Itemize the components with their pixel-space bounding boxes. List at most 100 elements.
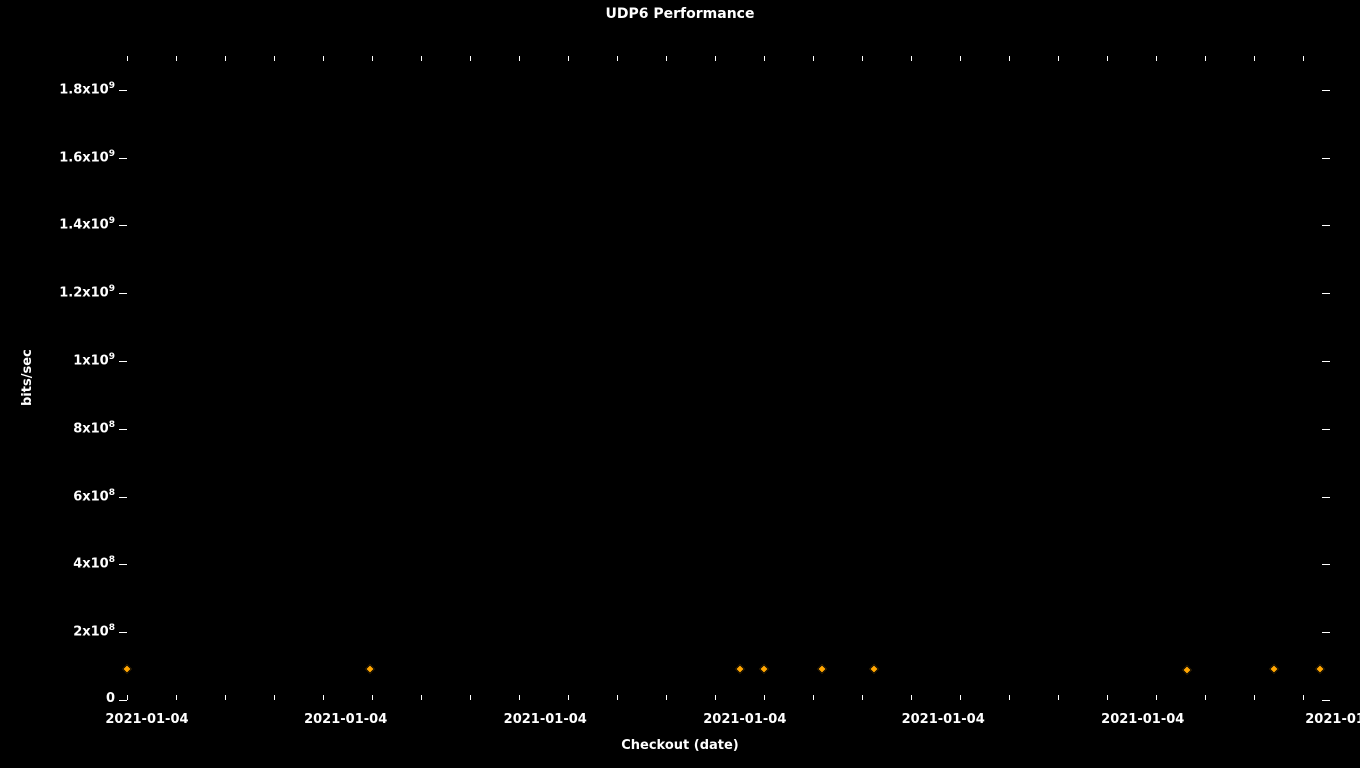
x-minor-tick-top — [127, 56, 128, 61]
y-tick — [119, 632, 127, 633]
x-minor-tick-top — [1205, 56, 1206, 61]
x-minor-tick-bottom — [813, 695, 814, 700]
y-tick-label: 1.4x109 — [59, 216, 115, 232]
x-minor-tick-bottom — [519, 695, 520, 700]
x-minor-tick-top — [1009, 56, 1010, 61]
x-minor-tick-bottom — [127, 695, 128, 700]
y-tick-label: 4x108 — [73, 555, 115, 571]
x-minor-tick-bottom — [470, 695, 471, 700]
y-tick — [119, 90, 127, 91]
x-minor-tick-top — [568, 56, 569, 61]
x-tick-label: 2021-01-04 — [902, 712, 985, 727]
y-tick — [119, 293, 127, 294]
y-tick-right — [1322, 158, 1330, 159]
x-minor-tick-top — [960, 56, 961, 61]
x-minor-tick-top — [1303, 56, 1304, 61]
x-minor-tick-bottom — [617, 695, 618, 700]
data-point — [735, 665, 745, 675]
x-minor-tick-top — [617, 56, 618, 61]
y-tick-label: 0 — [106, 691, 115, 706]
x-minor-tick-top — [1254, 56, 1255, 61]
y-tick-right — [1322, 361, 1330, 362]
y-tick-right — [1322, 429, 1330, 430]
y-tick-right — [1322, 497, 1330, 498]
data-point — [818, 665, 828, 675]
y-tick — [119, 158, 127, 159]
y-tick-label: 1x109 — [73, 352, 115, 368]
y-tick-right — [1322, 293, 1330, 294]
x-minor-tick-bottom — [421, 695, 422, 700]
x-minor-tick-top — [1107, 56, 1108, 61]
x-minor-tick-top — [715, 56, 716, 61]
x-minor-tick-top — [911, 56, 912, 61]
x-minor-tick-bottom — [372, 695, 373, 700]
data-point — [759, 665, 769, 675]
y-tick-label: 8x108 — [73, 420, 115, 436]
x-minor-tick-top — [519, 56, 520, 61]
x-minor-tick-bottom — [666, 695, 667, 700]
y-tick — [119, 497, 127, 498]
x-minor-tick-bottom — [911, 695, 912, 700]
y-tick-label: 1.6x109 — [59, 149, 115, 165]
x-minor-tick-bottom — [1009, 695, 1010, 700]
data-point — [1269, 665, 1279, 675]
y-tick — [119, 429, 127, 430]
x-minor-tick-top — [764, 56, 765, 61]
x-minor-tick-top — [274, 56, 275, 61]
x-minor-tick-bottom — [764, 695, 765, 700]
x-minor-tick-bottom — [1303, 695, 1304, 700]
x-minor-tick-bottom — [176, 695, 177, 700]
x-axis-label: Checkout (date) — [0, 738, 1360, 753]
y-tick-label: 1.2x109 — [59, 284, 115, 300]
y-tick-right — [1322, 225, 1330, 226]
y-tick — [119, 361, 127, 362]
y-tick-right — [1322, 700, 1330, 701]
y-tick — [119, 225, 127, 226]
x-minor-tick-bottom — [1254, 695, 1255, 700]
x-tick-label: 2021-01-0 — [1305, 712, 1360, 727]
y-tick-label: 6x108 — [73, 488, 115, 504]
x-minor-tick-bottom — [568, 695, 569, 700]
x-minor-tick-top — [225, 56, 226, 61]
x-minor-tick-top — [1058, 56, 1059, 61]
y-axis-label: bits/sec — [20, 349, 35, 406]
y-tick-right — [1322, 90, 1330, 91]
x-tick-label: 2021-01-04 — [504, 712, 587, 727]
chart-title: UDP6 Performance — [0, 6, 1360, 22]
udp6-performance-chart: UDP6 Performance bits/sec Checkout (date… — [0, 0, 1360, 768]
x-minor-tick-bottom — [1205, 695, 1206, 700]
x-minor-tick-bottom — [1058, 695, 1059, 700]
x-minor-tick-top — [862, 56, 863, 61]
data-point — [1315, 665, 1325, 675]
x-minor-tick-bottom — [715, 695, 716, 700]
x-tick-label: 2021-01-04 — [304, 712, 387, 727]
x-minor-tick-top — [421, 56, 422, 61]
x-tick-label: 2021-01-04 — [1101, 712, 1184, 727]
x-tick-label: 2021-01-04 — [105, 712, 188, 727]
data-point — [122, 665, 132, 675]
x-minor-tick-top — [372, 56, 373, 61]
x-minor-tick-bottom — [1107, 695, 1108, 700]
x-minor-tick-bottom — [862, 695, 863, 700]
y-tick-right — [1322, 564, 1330, 565]
data-point — [365, 665, 375, 675]
x-minor-tick-top — [666, 56, 667, 61]
x-minor-tick-bottom — [274, 695, 275, 700]
x-minor-tick-top — [813, 56, 814, 61]
x-minor-tick-top — [470, 56, 471, 61]
x-minor-tick-top — [1156, 56, 1157, 61]
x-minor-tick-bottom — [1156, 695, 1157, 700]
y-tick — [119, 700, 127, 701]
x-minor-tick-top — [323, 56, 324, 61]
y-tick-right — [1322, 632, 1330, 633]
data-point — [1182, 665, 1192, 675]
y-tick-label: 1.8x109 — [59, 81, 115, 97]
data-point — [869, 665, 879, 675]
y-tick-label: 2x108 — [73, 623, 115, 639]
x-minor-tick-bottom — [323, 695, 324, 700]
x-tick-label: 2021-01-04 — [703, 712, 786, 727]
x-minor-tick-top — [176, 56, 177, 61]
y-tick — [119, 564, 127, 565]
x-minor-tick-bottom — [225, 695, 226, 700]
x-minor-tick-bottom — [960, 695, 961, 700]
